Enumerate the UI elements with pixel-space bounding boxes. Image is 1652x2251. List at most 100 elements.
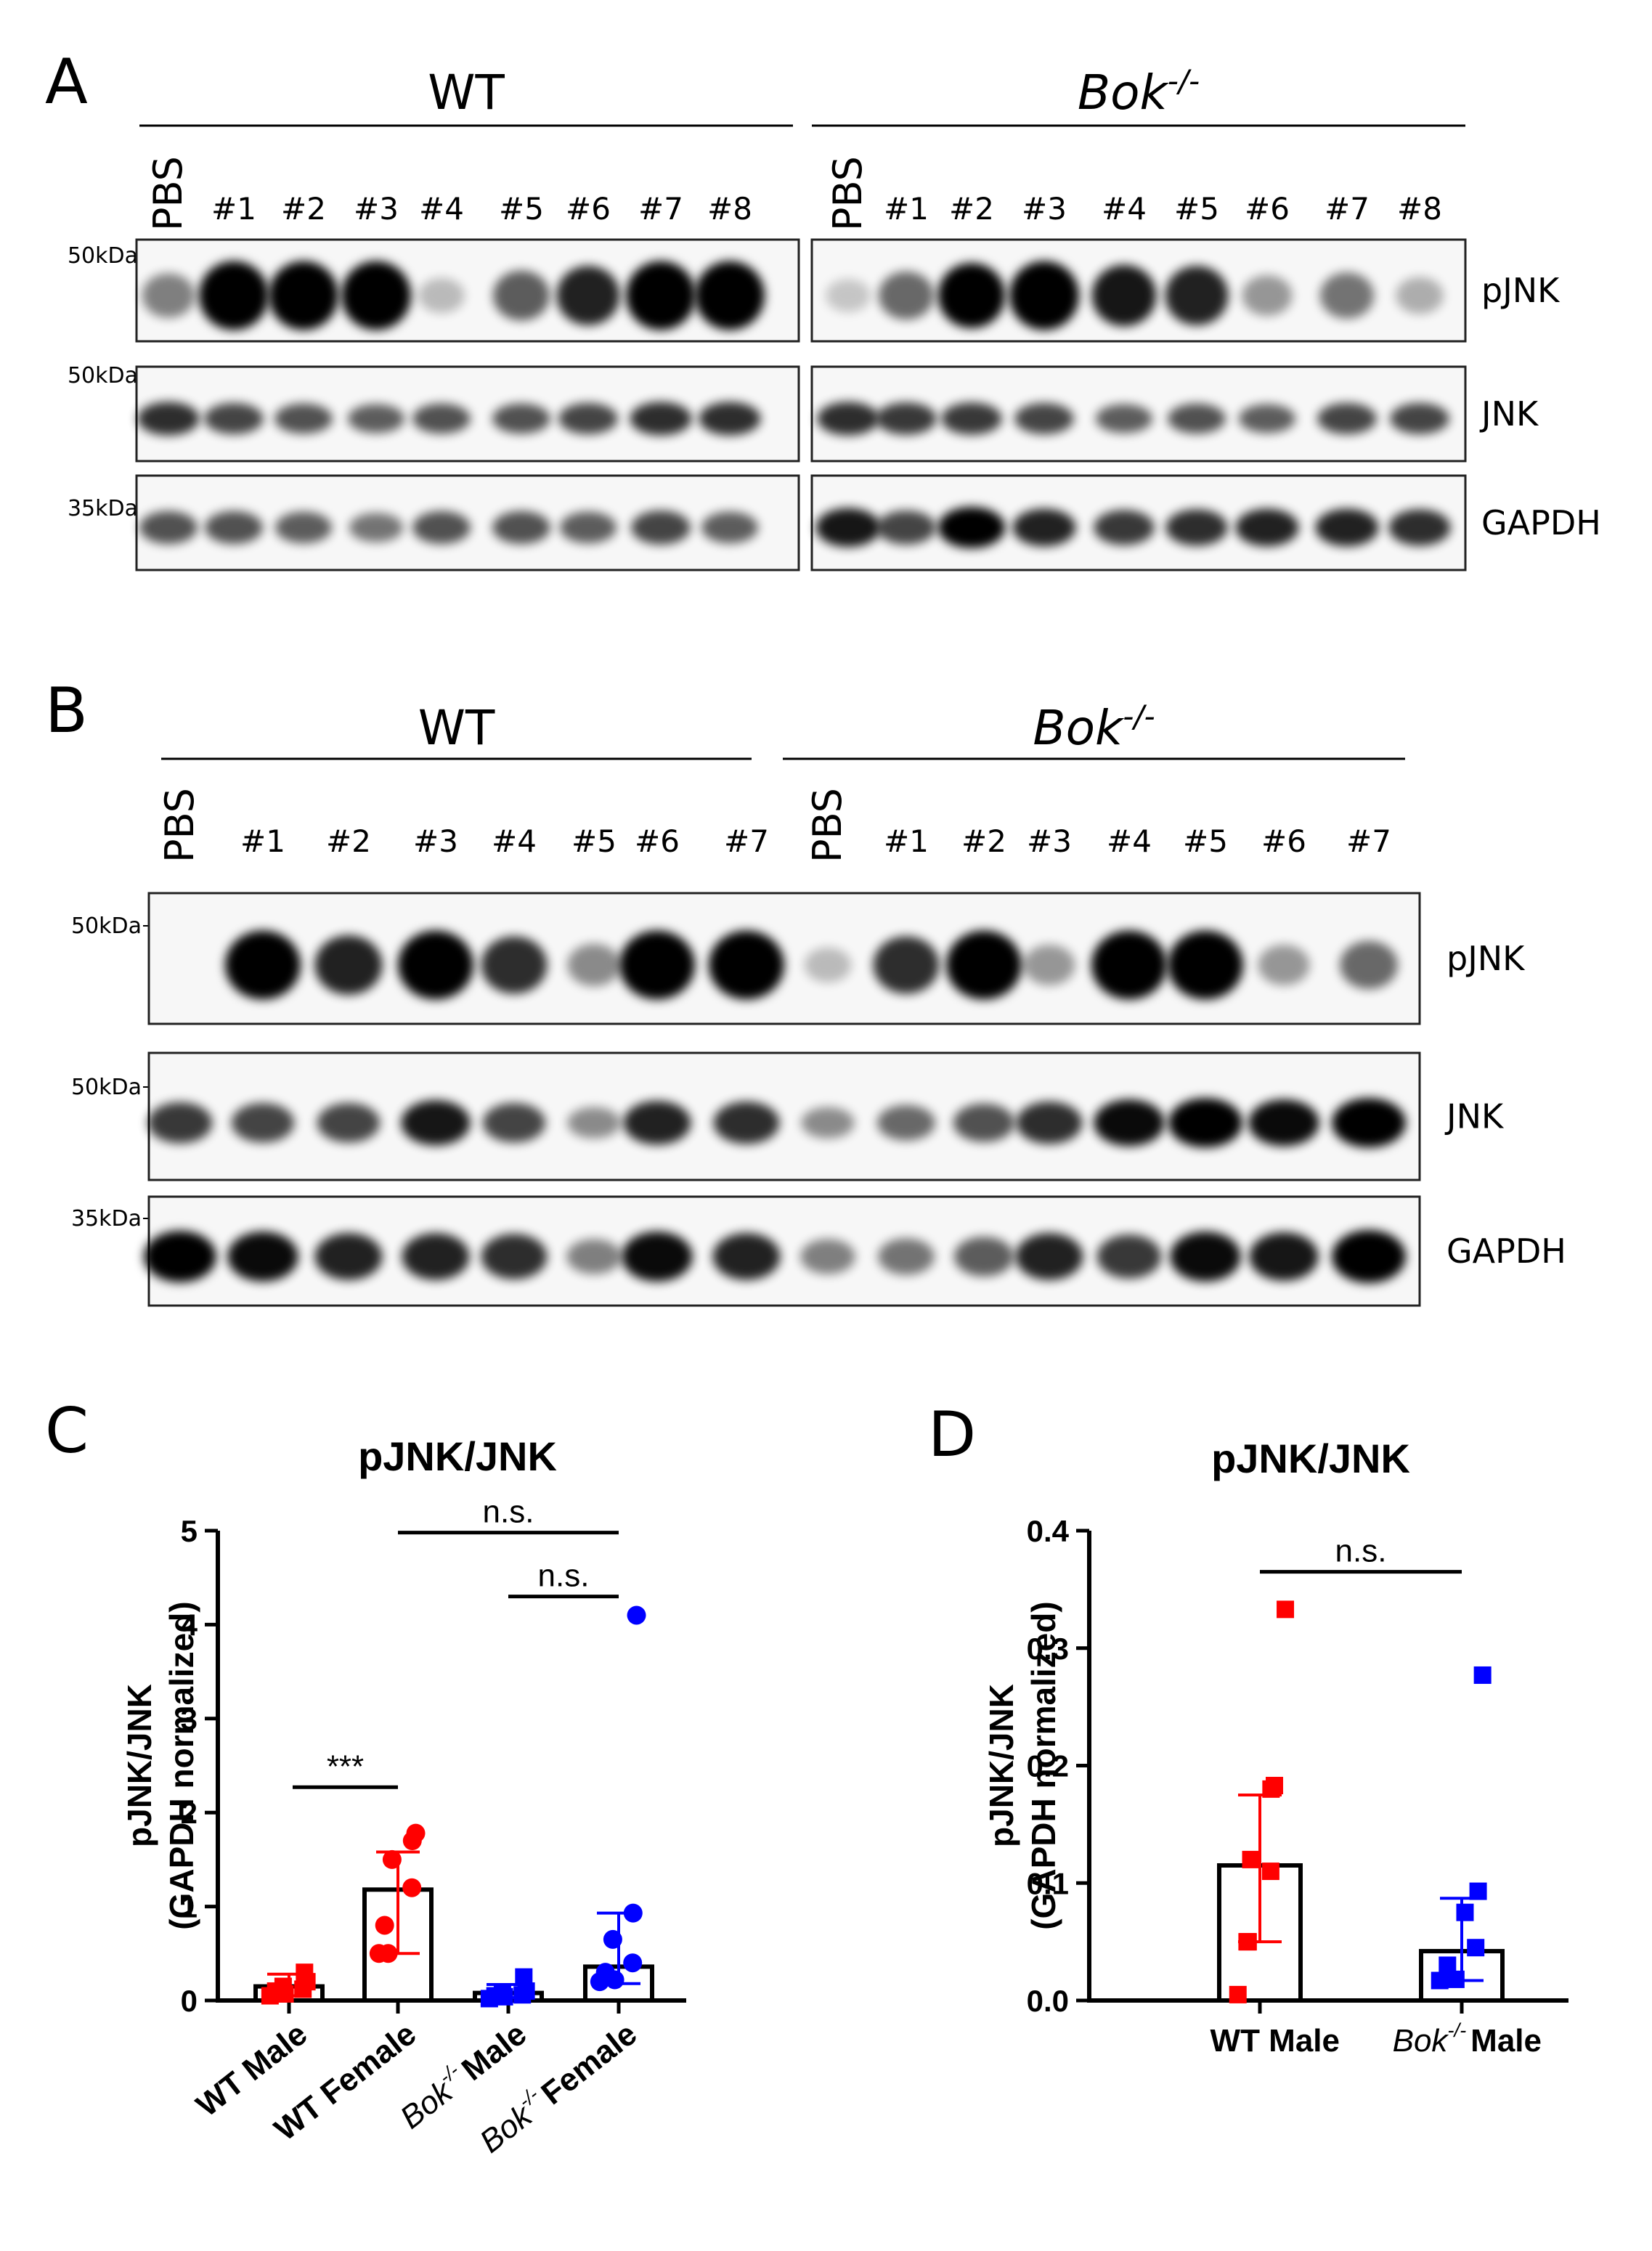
blot-band [1319,272,1375,319]
group-name: WT [428,65,505,121]
group-name: Bok [1078,65,1170,121]
y-tick-label: 2 [181,1796,198,1830]
data-point [274,1977,292,1995]
category-base: Male [455,2016,533,2088]
lane-label: #5 [571,823,617,859]
blot-band [412,510,471,545]
blot-row-label: GAPDH [1446,1232,1566,1271]
blot-band [699,402,761,436]
significance-label: *** [327,1749,364,1784]
blot-band [712,1233,781,1280]
y-tick-label: 0.4 [1027,1514,1070,1548]
blot-band [1317,403,1377,434]
lane-label: #4 [1107,823,1152,859]
data-point [623,1903,643,1923]
blot-band [348,404,404,433]
mw-marker: 35kDa [71,1206,142,1232]
blot-band [556,266,620,325]
data-point [1469,1882,1487,1900]
blot-band [1014,403,1074,434]
blot-band [1168,1098,1242,1148]
y-tick-label: 0.0 [1027,1984,1069,2018]
panel-letter: A [45,46,88,118]
blot-band [1091,930,1167,1000]
mw-marker: 50kDa [68,363,138,388]
blot-band [560,511,617,544]
blot-band [1332,1098,1406,1148]
lane-label: #4 [419,191,464,227]
blot-band [631,510,691,545]
blot-band [876,402,937,435]
group-name: WT [418,700,495,756]
data-point [1239,1933,1257,1951]
lane-label: #1 [240,823,285,859]
data-point [603,1929,622,1949]
blot-band [402,1233,470,1280]
lane-label: #7 [1325,191,1370,227]
blot-band [1396,277,1444,314]
blot-band [147,1102,213,1144]
blot-band [137,402,200,436]
blot-row-label: JNK [1479,394,1539,433]
blot-band [941,402,1002,435]
blot-band [1015,1233,1083,1280]
panel-letter: B [45,675,88,747]
blot-band [878,1238,935,1275]
blot-band [946,930,1022,1000]
blot-band [566,1239,622,1274]
blot-band [1012,508,1076,547]
blot-band [1235,508,1299,547]
blot-band [953,1103,1015,1142]
data-point [1431,1971,1449,1990]
y-axis-label: (GAPDH normalized) [1025,1601,1062,1929]
blot-band [1239,404,1295,433]
blot-band [317,1102,381,1143]
blot-row-label: GAPDH [1481,503,1601,542]
category-superscript: -/- [1447,2019,1466,2041]
blot-band [492,403,550,434]
blot-band [205,510,263,545]
blot-band [709,930,784,1000]
blot-band [314,1233,383,1280]
y-axis-label: pJNK/JNK [982,1684,1020,1847]
data-point [382,1849,402,1869]
blot-band [199,261,269,330]
blot-band [349,513,404,542]
blot-band [314,935,383,995]
lane-label: PBS [805,788,850,863]
mw-marker: 50kDa [71,1075,142,1100]
blot-band [482,1102,546,1143]
panel-letter: D [928,1399,976,1471]
data-point [406,1823,426,1843]
significance-label: n.s. [483,1494,534,1530]
blot-band [937,507,1006,548]
lane-label: #8 [707,191,752,227]
lane-label: #7 [638,191,683,227]
blot-band [139,510,198,545]
lane-label: PBS [145,156,191,231]
blot-band [401,1100,471,1146]
blot-band [492,510,550,545]
blot-band [481,936,548,994]
blot-row-label: pJNK [1446,939,1526,978]
blot-band [622,1232,693,1282]
mw-marker: 50kDa [68,243,138,269]
lane-label: #2 [961,823,1006,859]
y-axis-label: (GAPDH normalized) [163,1601,200,1929]
blot-band [269,261,338,330]
blot-band [227,1232,298,1282]
blot-band [493,270,550,321]
blot-band [1248,1099,1319,1147]
group-superscript: -/- [1168,63,1200,99]
blot-band [1094,510,1155,545]
data-point [1242,1850,1260,1868]
data-point [595,1963,615,1982]
data-point [493,1984,511,2002]
lane-label: #3 [1027,823,1072,859]
blot-band [1168,403,1226,434]
data-point [375,1916,394,1935]
x-category-label: WT Male [1210,2023,1340,2059]
blot-band [1165,266,1229,325]
